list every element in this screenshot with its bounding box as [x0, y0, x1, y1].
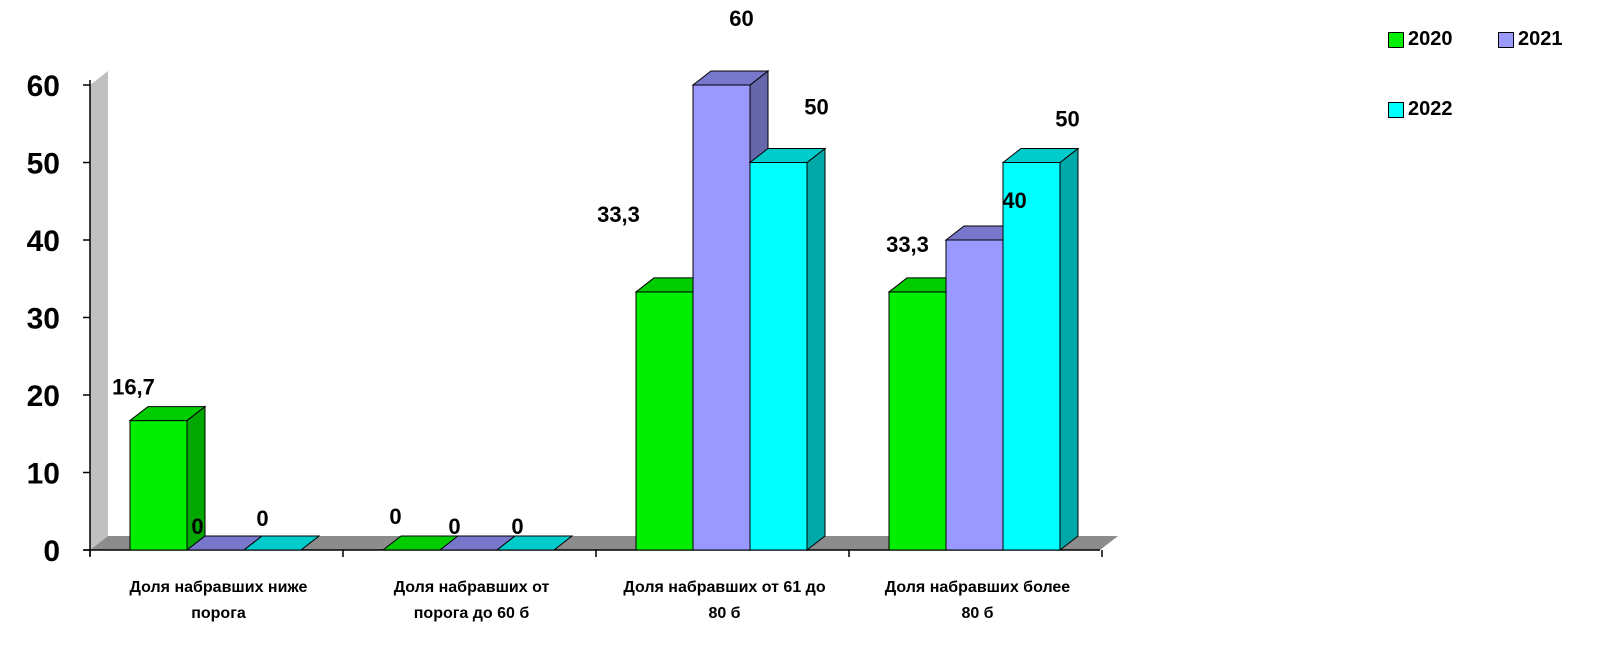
data-labels: 16,7 0 0 0 0 0 33,3 60 50 33,3 40 50: [112, 6, 1080, 539]
legend-entry: 2022: [1388, 98, 1453, 121]
data-label: 0: [448, 514, 460, 539]
legend-entry: 2020: [1388, 28, 1453, 51]
bar-2022-2: [748, 147, 827, 552]
y-tick-label: 30: [27, 303, 60, 336]
bar-top: [495, 535, 574, 551]
data-label: 0: [389, 504, 401, 529]
data-label: 50: [804, 95, 828, 120]
bar-2022-1: [495, 535, 574, 551]
bar-2022-3: [1001, 147, 1080, 552]
bar-2020-0: [128, 405, 207, 552]
bar-top: [691, 70, 770, 86]
bar-front: [888, 291, 947, 551]
legend-entry: 2021: [1498, 28, 1563, 51]
bar-2022-0: [242, 535, 321, 551]
data-label: 33,3: [597, 202, 640, 227]
bar-front: [945, 239, 1004, 551]
category-label: Доля набравших более: [885, 579, 1070, 596]
bar-front: [692, 84, 751, 551]
data-label: 0: [191, 514, 203, 539]
bar-top: [1001, 148, 1080, 163]
bar-front: [749, 162, 808, 551]
legend-swatch: [1498, 31, 1514, 48]
category-label: Доля набравших ниже: [130, 579, 308, 596]
data-label: 50: [1055, 107, 1079, 132]
y-tick-label: 10: [27, 458, 60, 491]
legend-label: 2021: [1518, 28, 1563, 50]
data-label: 40: [1002, 188, 1026, 213]
category-label: Доля набравших от 61 до: [623, 579, 825, 596]
data-label: 0: [256, 506, 268, 531]
bar-top: [242, 535, 321, 551]
bar-front: [1002, 162, 1061, 551]
bar-top: [128, 406, 207, 422]
y-tick-label: 0: [43, 535, 60, 568]
floor: [90, 536, 1118, 550]
bar-side: [806, 147, 826, 552]
y-ticks: 0 10 20 30 40 50 60: [27, 70, 1103, 568]
legend-swatch: [1388, 31, 1404, 48]
data-label: 16,7: [112, 375, 155, 400]
legend-label: 2022: [1408, 98, 1453, 120]
data-label: 0: [511, 514, 523, 539]
category-label: 80 б: [708, 605, 740, 622]
y-tick-label: 50: [27, 148, 60, 181]
back-wall: [90, 71, 108, 550]
y-tick-label: 40: [27, 225, 60, 258]
bar-front: [129, 420, 188, 551]
y-tick-label: 20: [27, 380, 60, 413]
category-label: порога до 60 б: [414, 605, 530, 622]
category-labels: Доля набравших ниже порога Доля набравших …: [130, 579, 1071, 622]
data-label: 33,3: [886, 232, 929, 257]
bar-top: [748, 148, 827, 163]
data-label: 60: [729, 6, 753, 31]
legend-label: 2020: [1408, 28, 1453, 50]
category-label: 80 б: [961, 605, 993, 622]
bar-side: [1059, 147, 1079, 552]
legend-swatch: [1388, 101, 1404, 118]
bars: [128, 69, 1080, 552]
bar-front: [635, 291, 694, 551]
y-tick-label: 60: [27, 70, 60, 103]
category-label: Доля набравших от: [394, 579, 550, 596]
category-label: порога: [191, 605, 246, 622]
